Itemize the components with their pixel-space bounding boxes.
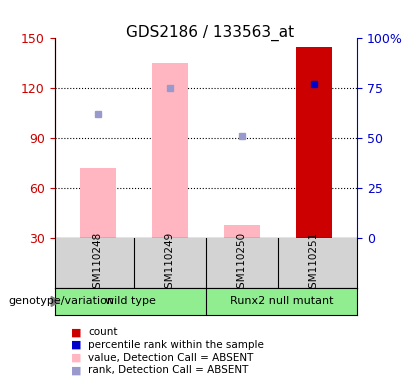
Text: value, Detection Call = ABSENT: value, Detection Call = ABSENT <box>88 353 254 362</box>
Text: GDS2186 / 133563_at: GDS2186 / 133563_at <box>126 25 294 41</box>
Text: rank, Detection Call = ABSENT: rank, Detection Call = ABSENT <box>88 365 249 375</box>
Bar <box>296 47 332 238</box>
Text: count: count <box>88 327 118 337</box>
Text: GSM110249: GSM110249 <box>165 232 175 295</box>
Bar <box>152 63 188 238</box>
Bar <box>80 168 116 238</box>
Text: GSM110251: GSM110251 <box>309 232 319 295</box>
Text: Runx2 null mutant: Runx2 null mutant <box>230 296 333 306</box>
Text: ■: ■ <box>71 327 82 337</box>
Text: percentile rank within the sample: percentile rank within the sample <box>88 340 264 350</box>
Text: ■: ■ <box>71 353 82 362</box>
Text: ■: ■ <box>71 365 82 375</box>
Text: GSM110250: GSM110250 <box>237 232 247 295</box>
Bar <box>224 225 260 238</box>
Text: ■: ■ <box>71 340 82 350</box>
Text: genotype/variation: genotype/variation <box>8 296 114 306</box>
Text: GSM110248: GSM110248 <box>93 232 103 295</box>
Text: wild type: wild type <box>105 296 156 306</box>
